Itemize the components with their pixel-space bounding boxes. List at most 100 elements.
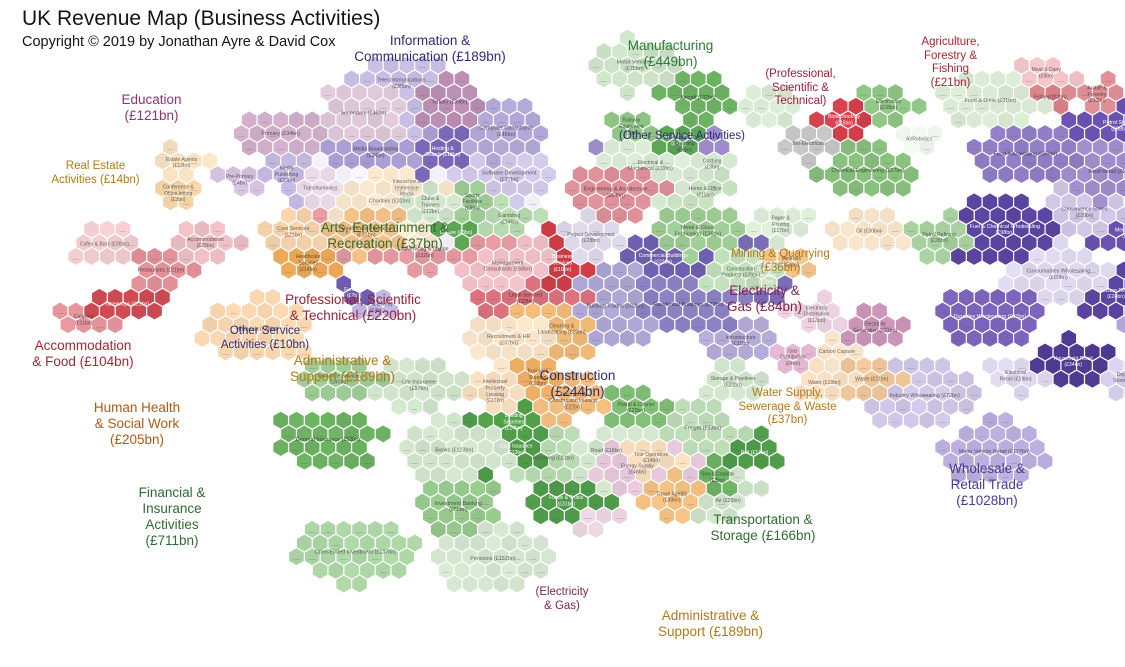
hex-micro-label: —— bbox=[656, 229, 663, 233]
hex-region bbox=[595, 137, 699, 212]
hex-micro-label: —— bbox=[317, 434, 324, 438]
hex-region bbox=[1060, 69, 1125, 117]
hex-micro-label: —— bbox=[553, 516, 560, 520]
hex-micro-label: —— bbox=[727, 380, 734, 384]
hex-micro-label: —— bbox=[1058, 134, 1065, 138]
hex-micro-label: —— bbox=[372, 175, 379, 179]
hex-micro-label: —— bbox=[514, 120, 521, 124]
hex-region bbox=[67, 219, 140, 267]
hex-micro-label: —— bbox=[325, 257, 332, 261]
hex-micro-label: —— bbox=[695, 134, 702, 138]
activity-label: (£28bn) bbox=[880, 105, 898, 111]
hex-region bbox=[272, 246, 345, 280]
hex-micro-label: —— bbox=[443, 107, 450, 111]
activity-label: (£3bn) bbox=[710, 478, 725, 484]
hex-micro-label: —— bbox=[884, 243, 891, 247]
hex-region bbox=[429, 519, 558, 594]
activity-label: (£64bn) bbox=[606, 193, 625, 199]
activity-label: Printing bbox=[772, 222, 789, 228]
hex-micro-label: —— bbox=[963, 325, 970, 329]
activity-label: Legal Services bbox=[509, 293, 543, 299]
hex-region bbox=[311, 151, 542, 253]
hex-micro-label: —— bbox=[183, 202, 190, 206]
hex-micro-label: —— bbox=[845, 339, 852, 343]
hex-micro-label: —— bbox=[301, 161, 308, 165]
hex-micro-label: —— bbox=[522, 461, 529, 465]
activity-label: Intellectual bbox=[483, 379, 507, 385]
hex-micro-label: —— bbox=[309, 393, 316, 397]
activity-label: (£29bn) bbox=[1076, 213, 1094, 219]
activity-label: Electrical & bbox=[638, 160, 664, 166]
hex-micro-label: —— bbox=[380, 107, 387, 111]
hex-micro-label: —— bbox=[569, 188, 576, 192]
activity-label: Bio-Electricals bbox=[793, 141, 826, 147]
hex-region bbox=[855, 82, 928, 130]
activity-label: Charities (£32bn) bbox=[369, 198, 411, 204]
hex-micro-label: —— bbox=[805, 216, 812, 220]
activity-label: Commercial Buildings bbox=[639, 253, 689, 259]
hex-micro-label: —— bbox=[498, 393, 505, 397]
hex-micro-label: —— bbox=[474, 298, 481, 302]
activity-label: Consultants (£58bn) bbox=[484, 267, 533, 273]
hex-micro-label: —— bbox=[553, 270, 560, 274]
hex-micro-label: —— bbox=[545, 393, 552, 397]
hex-region bbox=[256, 151, 313, 212]
hex-region bbox=[469, 273, 597, 321]
hex-micro-label: —— bbox=[254, 188, 261, 192]
hex-micro-label: —— bbox=[1097, 311, 1104, 315]
activity-label: Societies bbox=[503, 419, 524, 425]
hex-region bbox=[768, 342, 818, 376]
hex-micro-label: —— bbox=[727, 352, 734, 356]
hex-micro-label: —— bbox=[490, 107, 497, 111]
hex-region bbox=[232, 110, 329, 157]
activity-label: (£14bn) bbox=[642, 458, 660, 464]
hex-micro-label: —— bbox=[396, 216, 403, 220]
hex-micro-label: —— bbox=[183, 257, 190, 261]
hex-micro-label: —— bbox=[955, 93, 962, 97]
activity-label: (£6bn) bbox=[784, 262, 799, 268]
hex-micro-label: —— bbox=[813, 175, 820, 179]
hex-micro-label: —— bbox=[396, 188, 403, 192]
activity-label: Facilities bbox=[462, 199, 482, 205]
activity-label: (£32bn) bbox=[517, 299, 535, 305]
activity-label: Interactive & bbox=[393, 179, 422, 185]
activity-label: Trainers bbox=[421, 203, 440, 209]
activity-label: (£40bn) bbox=[330, 380, 348, 386]
hex-micro-label: —— bbox=[545, 339, 552, 343]
hex-region bbox=[737, 82, 802, 130]
hex-micro-label: —— bbox=[782, 284, 789, 288]
hex-micro-label: —— bbox=[1081, 311, 1088, 315]
hex-micro-label: —— bbox=[1002, 148, 1009, 152]
hex-micro-label: —— bbox=[585, 516, 592, 520]
hex-micro-label: —— bbox=[727, 107, 734, 111]
hex-micro-label: —— bbox=[577, 311, 584, 315]
hex-micro-label: —— bbox=[167, 148, 174, 152]
hex-micro-label: —— bbox=[340, 557, 347, 561]
hex-micro-label: —— bbox=[332, 461, 339, 465]
hex-micro-label: —— bbox=[593, 257, 600, 261]
hex-micro-label: —— bbox=[411, 134, 418, 138]
hex-micro-label: —— bbox=[876, 366, 883, 370]
hex-micro-label: —— bbox=[569, 489, 576, 493]
activity-label: Distribution bbox=[804, 312, 830, 318]
activity-label: Card Issuance bbox=[500, 444, 533, 450]
hex-micro-label: —— bbox=[1121, 216, 1125, 220]
hex-micro-label: —— bbox=[758, 380, 765, 384]
hex-region bbox=[650, 123, 707, 157]
hex-micro-label: —— bbox=[624, 257, 631, 261]
hex-micro-label: —— bbox=[734, 284, 741, 288]
activity-label: General Insurance (£52bn) bbox=[296, 437, 361, 443]
hex-micro-label: —— bbox=[1073, 352, 1080, 356]
hex-micro-label: —— bbox=[955, 339, 962, 343]
hex-region bbox=[1028, 328, 1117, 390]
hex-micro-label: —— bbox=[561, 229, 568, 233]
hex-micro-label: —— bbox=[656, 421, 663, 425]
hex-micro-label: —— bbox=[1034, 257, 1041, 261]
hex-micro-label: —— bbox=[947, 107, 954, 111]
hex-micro-label: —— bbox=[443, 571, 450, 575]
activity-label: (£78bn) bbox=[625, 66, 644, 72]
hex-micro-label: —— bbox=[750, 284, 757, 288]
activity-label: AI/Robotics bbox=[906, 136, 932, 142]
hex-micro-label: —— bbox=[1018, 229, 1025, 233]
hex-micro-label: —— bbox=[1097, 366, 1104, 370]
